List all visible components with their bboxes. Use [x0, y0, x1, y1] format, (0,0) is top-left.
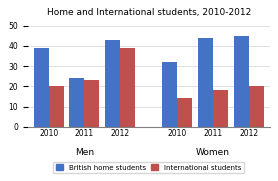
Bar — [85, 80, 100, 127]
Bar — [70, 78, 85, 127]
Bar — [120, 48, 135, 127]
Bar — [162, 62, 177, 127]
Bar — [198, 38, 213, 127]
Bar — [234, 36, 249, 127]
Bar — [249, 86, 264, 127]
Title: Home and International students, 2010-2012: Home and International students, 2010-20… — [47, 8, 251, 17]
Bar — [177, 98, 192, 127]
Legend: British home students, International students: British home students, International stu… — [53, 162, 244, 173]
Text: Men: Men — [75, 148, 94, 157]
Bar — [213, 90, 228, 127]
Bar — [34, 48, 49, 127]
Text: Women: Women — [196, 148, 230, 157]
Bar — [49, 86, 64, 127]
Bar — [105, 40, 120, 127]
